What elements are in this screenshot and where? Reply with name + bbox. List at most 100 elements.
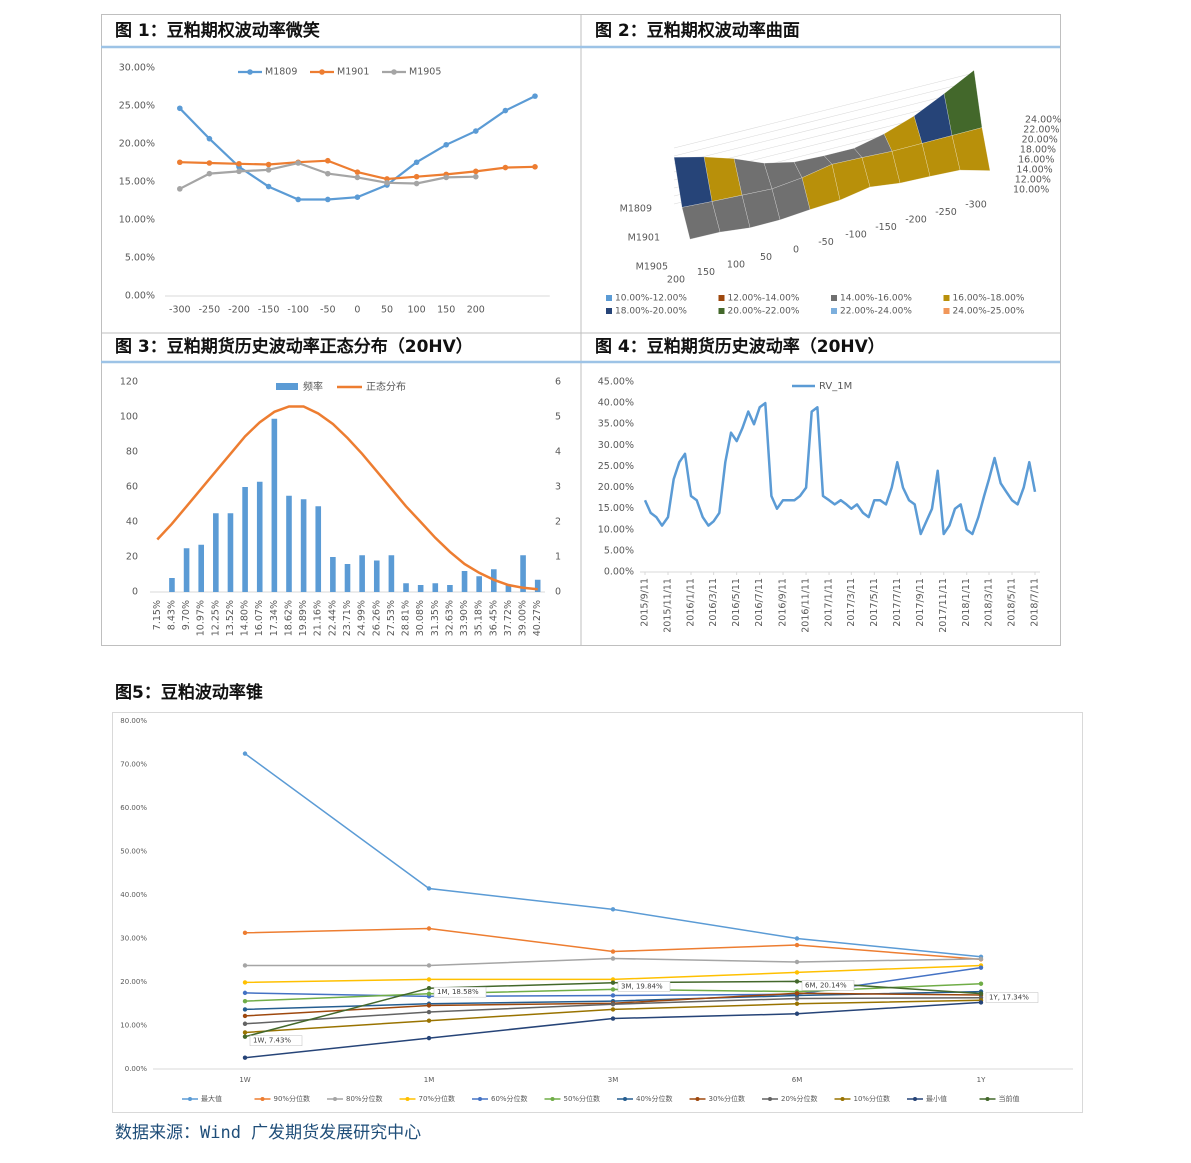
y-tick-label: 4 xyxy=(555,447,561,458)
bar xyxy=(476,576,482,592)
x-tick-label: 0 xyxy=(354,305,360,316)
bar xyxy=(183,548,190,592)
y-tick-label: 20.00% xyxy=(120,978,147,986)
y-tick-label: 0.00% xyxy=(604,567,634,578)
legend-marker xyxy=(260,1097,265,1101)
data-label-box xyxy=(249,1035,303,1046)
y-tick-label: 2 xyxy=(555,517,561,528)
marker xyxy=(177,186,183,192)
marker xyxy=(473,173,479,180)
bar xyxy=(447,585,453,592)
marker xyxy=(413,159,420,166)
marker xyxy=(242,980,248,985)
z-tick-label: 18.00% xyxy=(1020,145,1056,156)
x-tick-label: 37.72% xyxy=(503,600,514,636)
marker xyxy=(610,1016,616,1021)
series-label: M1905 xyxy=(636,262,668,273)
legend-label: 22.00%-24.00% xyxy=(840,307,912,317)
z-tick-label: 22.00% xyxy=(1023,125,1059,136)
x-tick-label: 28.81% xyxy=(401,600,412,636)
y-tick-label: 30.00% xyxy=(119,63,155,74)
x-tick-label: -150 xyxy=(875,222,897,233)
x-tick-label: 2016/9/11 xyxy=(778,578,789,627)
x-tick-label: 31.35% xyxy=(430,600,441,636)
y-tick-label: 60.00% xyxy=(120,804,147,812)
marker xyxy=(794,1001,800,1006)
bar xyxy=(169,578,175,592)
marker xyxy=(295,160,302,166)
legend-label: 正态分布 xyxy=(366,380,406,393)
legend-marker xyxy=(247,69,253,75)
y-tick-label: 5 xyxy=(555,412,561,423)
y-tick-label: 40.00% xyxy=(598,398,634,409)
y-tick-label: 1 xyxy=(555,552,561,563)
bar xyxy=(271,418,278,592)
legend-marker xyxy=(623,1097,627,1101)
data-label: 1M, 18.58% xyxy=(437,988,479,996)
legend-label: 最大值 xyxy=(201,1094,222,1103)
x-tick-label: 32.63% xyxy=(444,600,455,636)
y-tick-label: 80 xyxy=(126,447,138,458)
legend-label: 12.00%-14.00% xyxy=(728,294,800,304)
y-tick-label: 10.00% xyxy=(120,1022,147,1030)
x-tick-label: -50 xyxy=(818,237,834,248)
x-tick-label: -300 xyxy=(965,200,987,211)
z-tick-label: 12.00% xyxy=(1015,175,1051,186)
data-label-box xyxy=(801,980,855,991)
legend-swatch xyxy=(606,308,612,314)
x-tick-label: -300 xyxy=(169,305,191,316)
marker xyxy=(610,993,616,998)
y-tick-label: 15.00% xyxy=(119,177,155,188)
chart-border xyxy=(112,712,1083,1113)
y-tick-label: 30.00% xyxy=(598,440,634,451)
series-line xyxy=(244,752,982,958)
bar xyxy=(286,495,292,592)
x-tick-label: 2017/5/11 xyxy=(869,578,880,627)
data-label: 6M, 20.14% xyxy=(805,981,847,989)
marker xyxy=(242,1030,248,1035)
x-tick-label: -100 xyxy=(845,230,867,241)
legend-marker xyxy=(188,1097,192,1101)
x-tick-label: 12.25% xyxy=(210,600,221,636)
data-label: 3M, 19.84% xyxy=(621,983,663,991)
legend-label: 24.00%-25.00% xyxy=(953,307,1025,317)
grid-line xyxy=(673,88,975,165)
legend-label: 50%分位数 xyxy=(564,1094,601,1103)
x-tick-label: 50 xyxy=(760,252,772,263)
legend-marker xyxy=(405,1097,410,1101)
x-tick-label: 150 xyxy=(437,305,455,316)
legend-label: 70%分位数 xyxy=(419,1094,456,1103)
legend-label: M1901 xyxy=(337,67,369,78)
marker xyxy=(426,985,432,991)
legend-label: 80%分位数 xyxy=(346,1094,383,1103)
marker xyxy=(610,949,616,954)
marker xyxy=(426,1003,432,1008)
marker xyxy=(610,987,616,992)
x-tick-label: 16.07% xyxy=(254,600,265,636)
x-tick-label: 150 xyxy=(697,267,715,278)
x-tick-label: 39.00% xyxy=(518,600,529,636)
y-tick-label: 70.00% xyxy=(120,761,147,769)
series-line xyxy=(643,401,1037,536)
figure-title: 图 2：豆粕期权波动率曲面 xyxy=(595,20,800,41)
z-tick-label: 14.00% xyxy=(1016,165,1052,176)
marker xyxy=(242,998,248,1004)
x-tick-label: 3M xyxy=(608,1076,619,1084)
x-tick-label: 2016/5/11 xyxy=(731,578,742,627)
bar xyxy=(256,481,263,592)
marker xyxy=(473,168,479,175)
marker xyxy=(242,930,248,936)
legend-marker xyxy=(913,1097,917,1101)
legend-swatch xyxy=(276,383,298,390)
marker xyxy=(354,174,361,181)
x-tick-label: 35.18% xyxy=(474,600,485,636)
marker xyxy=(242,963,248,968)
bar xyxy=(300,499,307,592)
x-tick-label: 33.90% xyxy=(459,600,470,636)
marker xyxy=(177,159,183,166)
y-tick-label: 60 xyxy=(126,482,138,493)
marker xyxy=(206,135,213,142)
bar xyxy=(403,583,409,592)
x-tick-label: -250 xyxy=(935,207,957,218)
bar xyxy=(242,487,248,592)
